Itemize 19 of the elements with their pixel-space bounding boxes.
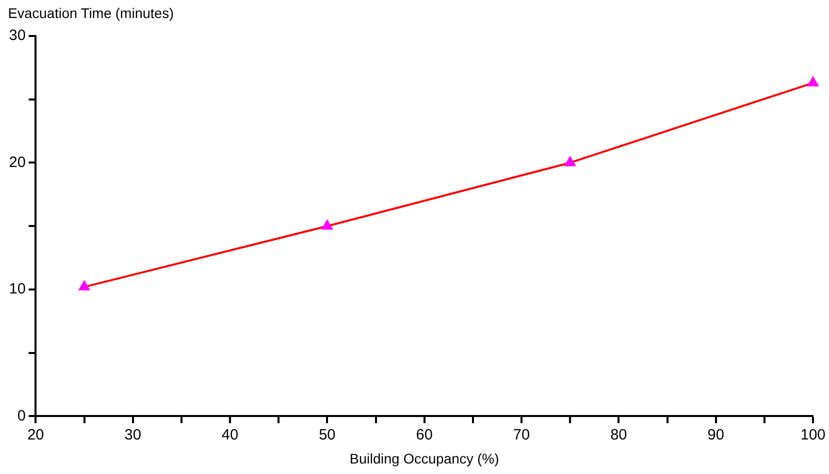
point xyxy=(321,219,334,230)
y-tick-label: 10 xyxy=(8,280,26,298)
x-tick-label: 80 xyxy=(610,426,628,444)
x-tick-label: 70 xyxy=(513,426,530,444)
x-tick-label: 60 xyxy=(416,426,433,444)
point xyxy=(806,76,820,86)
point xyxy=(564,156,576,166)
x-tick-label: 20 xyxy=(27,426,44,444)
x-tick-label: 100 xyxy=(800,426,826,444)
point xyxy=(78,280,90,290)
x-tick-label: 50 xyxy=(318,426,336,444)
y-tick-label: 30 xyxy=(8,27,26,44)
x-axis-title: Building Occupancy (%) xyxy=(350,450,500,466)
y-tick-label: 20 xyxy=(8,154,26,171)
x-tick-label: 40 xyxy=(222,426,238,444)
x-tick-label: 30 xyxy=(124,426,142,444)
y-tick-label: 0 xyxy=(17,407,26,424)
x-tick-label: 90 xyxy=(707,426,724,444)
y-axis-title: Evacuation Time (minutes) xyxy=(8,4,174,21)
